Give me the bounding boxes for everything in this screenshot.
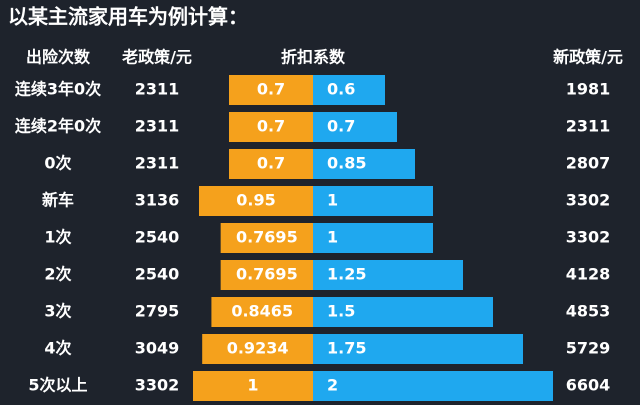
bar-label: 2: [327, 376, 338, 395]
old-price: 2311: [135, 117, 180, 136]
row-label: 5次以上: [28, 376, 87, 395]
old-price: 3049: [135, 339, 180, 358]
old-price: 3302: [135, 376, 180, 395]
row-label: 连续2年0次: [15, 117, 101, 136]
bar-label: 0.7: [257, 154, 285, 173]
bar-label: 1: [247, 376, 258, 395]
bar-label: 0.7: [327, 117, 355, 136]
old-price: 2540: [135, 265, 180, 284]
new-coefficient-bar: [313, 149, 415, 179]
old-coefficient-bar: [202, 334, 313, 364]
row-label: 3次: [44, 302, 71, 321]
old-price: 2795: [135, 302, 180, 321]
bar-label: 1.25: [327, 265, 366, 284]
new-price: 4853: [566, 302, 611, 321]
bar-label: 0.7: [257, 80, 285, 99]
new-coefficient-bar: [313, 186, 433, 216]
old-price: 2311: [135, 154, 180, 173]
new-price: 5729: [566, 339, 611, 358]
old-price: 2540: [135, 228, 180, 247]
row-label: 0次: [44, 154, 71, 173]
bar-label: 0.95: [236, 191, 275, 210]
old-coefficient-bar: [229, 149, 313, 179]
row-label: 连续3年0次: [15, 80, 101, 99]
row-label: 2次: [44, 265, 71, 284]
old-coefficient-bar: [220, 260, 313, 290]
bar-label: 1.5: [327, 302, 355, 321]
old-coefficient-bar: [193, 371, 313, 401]
old-coefficient-bar: [220, 223, 313, 253]
new-price: 2807: [566, 154, 611, 173]
bar-label: 0.7: [257, 117, 285, 136]
bar-label: 1: [327, 228, 338, 247]
new-coefficient-bar: [313, 260, 463, 290]
new-coefficient-bar: [313, 223, 433, 253]
old-coefficient-bar: [229, 112, 313, 142]
old-price: 3136: [135, 191, 180, 210]
column-header: 折扣系数: [281, 48, 346, 67]
new-coefficient-bar: [313, 334, 523, 364]
bar-label: 0.7695: [236, 265, 298, 284]
bar-label: 0.8465: [231, 302, 293, 321]
row-label: 新车: [42, 191, 74, 210]
old-coefficient-bar: [229, 75, 313, 105]
new-coefficient-bar: [313, 112, 397, 142]
old-price: 2311: [135, 80, 180, 99]
column-header: 新政策/元: [553, 48, 623, 67]
new-price: 6604: [566, 376, 611, 395]
old-coefficient-bar: [199, 186, 313, 216]
new-price: 2311: [566, 117, 611, 136]
new-price: 3302: [566, 228, 611, 247]
new-price: 1981: [566, 80, 611, 99]
row-label: 4次: [44, 339, 71, 358]
bar-label: 1.75: [327, 339, 366, 358]
column-header: 老政策/元: [121, 48, 192, 67]
old-coefficient-bar: [211, 297, 313, 327]
new-coefficient-bar: [313, 371, 553, 401]
bar-label: 0.9234: [227, 339, 289, 358]
bar-label: 0.7695: [236, 228, 298, 247]
new-coefficient-bar: [313, 75, 385, 105]
chart-title: 以某主流家用车为例计算：: [8, 5, 248, 29]
bar-label: 0.85: [327, 154, 366, 173]
new-price: 4128: [566, 265, 611, 284]
bar-label: 0.6: [327, 80, 355, 99]
column-header: 出险次数: [26, 48, 91, 67]
new-coefficient-bar: [313, 297, 493, 327]
bar-label: 1: [327, 191, 338, 210]
row-label: 1次: [44, 228, 71, 247]
new-price: 3302: [566, 191, 611, 210]
